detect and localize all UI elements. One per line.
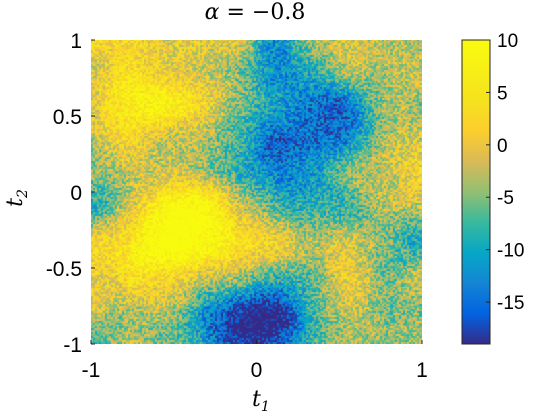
colorbar-tick-label: 0 (497, 136, 508, 157)
x-tick-label: 1 (416, 359, 428, 382)
x-axis-label: t1 (252, 387, 270, 415)
x-tick-label: 0 (251, 359, 263, 382)
colorbar-tick-label: 10 (497, 31, 518, 52)
y-axis-label-subscript: 2 (15, 189, 31, 199)
y-axis-label-symbol: t (3, 198, 28, 207)
y-tick-label: 0 (70, 182, 82, 205)
chart-title: α = −0.8 (205, 0, 306, 25)
x-axis-label-subscript: 1 (261, 399, 270, 415)
y-axis: 1 0.5 0 -0.5 -1 (46, 30, 95, 357)
title-value: −0.8 (252, 0, 305, 25)
heatmap-plot-area (91, 40, 422, 344)
colorbar-axis: 10 5 0 -5 -10 -15 (486, 31, 524, 314)
y-axis-label: t2 (3, 189, 31, 207)
colorbar (461, 39, 491, 345)
colorbar-tick-label: -15 (497, 293, 524, 314)
colorbar-tick-label: -5 (497, 188, 514, 209)
y-tick-label: 1 (70, 30, 82, 53)
y-tick-label: -0.5 (46, 258, 82, 281)
x-axis-label-symbol: t (252, 387, 261, 412)
y-tick-label: -1 (63, 334, 82, 357)
svg-text:t2: t2 (3, 189, 31, 207)
colorbar-tick-label: 5 (497, 83, 508, 104)
title-symbol: α (205, 0, 220, 25)
title-equals: = (220, 0, 252, 25)
heatmap-canvas (91, 40, 422, 344)
x-axis: -1 0 1 (82, 340, 428, 382)
y-tick-label: 0.5 (53, 106, 82, 129)
colorbar-tick-label: -10 (497, 241, 524, 262)
svg-text:α = −0.8: α = −0.8 (205, 0, 306, 25)
x-tick-label: -1 (82, 359, 101, 382)
